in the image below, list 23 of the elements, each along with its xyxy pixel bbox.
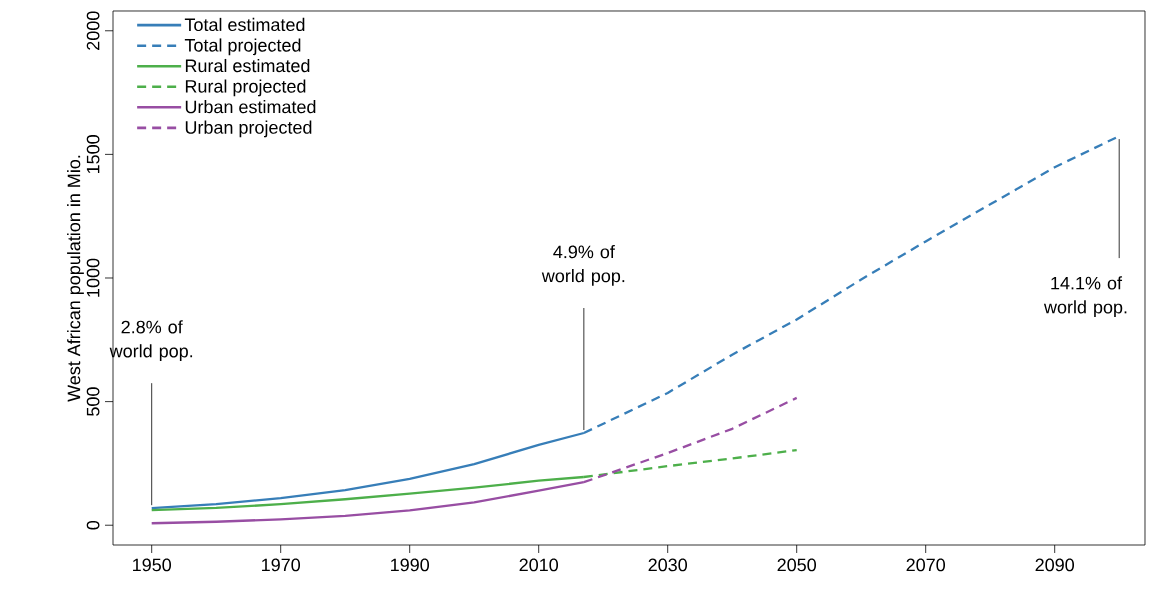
y-tick-label: 1500 (86, 135, 100, 174)
y-tick-label: 1000 (86, 258, 100, 297)
x-tick-label: 2050 (777, 558, 817, 572)
legend-label: Urban projected (185, 120, 312, 138)
legend-label: Rural projected (185, 79, 306, 97)
y-tick-label: 0 (86, 520, 100, 530)
legend-label: Total estimated (184, 17, 305, 32)
x-tick-label: 1970 (262, 558, 301, 572)
x-tick-label: 2010 (519, 558, 559, 572)
x-tick-label: 2090 (1035, 558, 1075, 572)
annotation: 4.9% of world pop. (541, 245, 625, 286)
legend-label: Urban estimated (185, 100, 316, 114)
legend-label: Total projected (184, 38, 301, 56)
legend-label: Rural estimated (185, 58, 310, 73)
x-tick-label: 1950 (133, 558, 172, 572)
annotation: 14.1% of world pop. (1043, 276, 1127, 318)
annotation: 2.8% of world pop. (109, 320, 193, 361)
y-tick-label: 500 (86, 387, 100, 416)
y-tick-label: 2000 (86, 11, 100, 50)
x-tick-label: 2070 (906, 558, 946, 572)
x-tick-label: 2030 (648, 558, 688, 572)
x-tick-label: 1990 (391, 558, 430, 572)
y-axis-title: West African population in Mio. (67, 155, 84, 402)
